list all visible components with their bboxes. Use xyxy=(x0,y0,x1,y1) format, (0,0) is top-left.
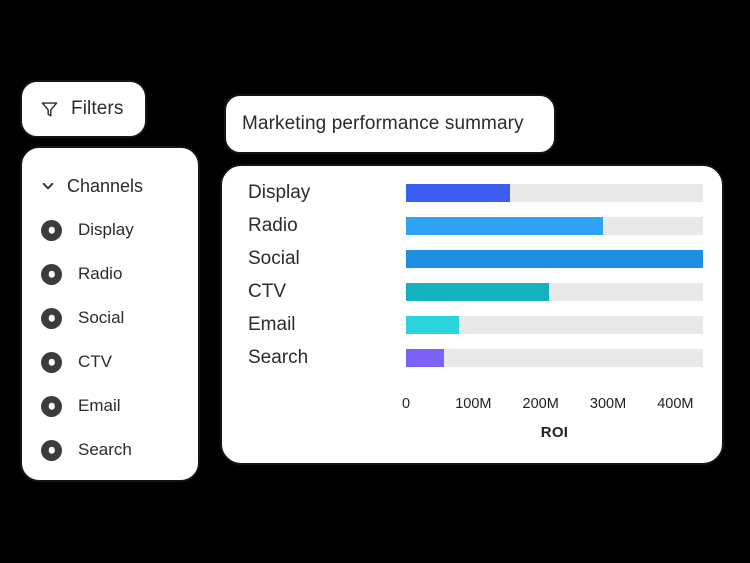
channels-panel: Channels Display Radio Social CTV Email Searc… xyxy=(20,146,200,482)
sidebar-item-display[interactable]: Display xyxy=(41,208,198,252)
bar-row: Social xyxy=(222,248,722,269)
radio-icon[interactable] xyxy=(41,263,62,285)
sidebar-item-label: Social xyxy=(78,308,125,327)
sidebar-item-social[interactable]: Social xyxy=(41,296,198,340)
bar-fill-display[interactable] xyxy=(406,184,511,202)
bar-category-label: CTV xyxy=(248,281,286,302)
x-axis-tick-label: 200M xyxy=(522,396,559,412)
channel-list: Display Radio Social CTV Email Search xyxy=(22,208,198,472)
x-axis-tick-label: 400M xyxy=(657,396,694,412)
x-axis-tick-label: 100M xyxy=(455,396,492,412)
x-axis-title: ROI xyxy=(540,424,569,441)
bar-track xyxy=(406,316,703,334)
sidebar-item-ctv[interactable]: CTV xyxy=(41,340,198,384)
bar-category-label: Display xyxy=(248,182,311,203)
bar-fill-ctv[interactable] xyxy=(406,283,549,301)
bar-row: Radio xyxy=(222,215,722,236)
panel-title-card: Marketing performance summary xyxy=(224,94,556,154)
bar-row: Search xyxy=(222,347,722,368)
sidebar-item-label: Email xyxy=(78,396,121,415)
bar-track xyxy=(406,217,703,235)
bar-row: Display xyxy=(222,182,722,203)
bar-track xyxy=(406,184,703,202)
bar-track xyxy=(406,349,703,367)
sidebar-item-label: Search xyxy=(78,440,132,459)
channels-section-title: Channels xyxy=(67,175,144,196)
radio-icon[interactable] xyxy=(41,395,62,417)
bar-row: Email xyxy=(222,314,722,335)
page-title: Marketing performance summary xyxy=(242,113,524,134)
chart-panel: Display Radio Social CTV Email Search 0 100M 20… xyxy=(220,164,724,465)
bar-fill-email[interactable] xyxy=(406,316,459,334)
radio-icon[interactable] xyxy=(41,307,62,329)
sidebar-item-label: Display xyxy=(78,220,134,239)
chevron-down-icon xyxy=(42,182,54,190)
bar-fill-radio[interactable] xyxy=(406,217,604,235)
radio-icon[interactable] xyxy=(41,439,62,461)
x-axis-tick-label: 300M xyxy=(589,396,627,412)
filters-button[interactable]: Filters xyxy=(20,80,147,138)
sidebar-item-radio[interactable]: Radio xyxy=(41,252,198,296)
bar-track xyxy=(406,283,703,301)
bar-fill-search[interactable] xyxy=(406,349,444,367)
bar-category-label: Email xyxy=(248,314,296,335)
sidebar-item-label: CTV xyxy=(78,352,112,371)
x-axis-ticks: 0 100M 200M 300M 400M xyxy=(402,396,703,414)
funnel-icon xyxy=(41,101,58,116)
radio-icon[interactable] xyxy=(41,351,62,373)
sidebar-item-label: Radio xyxy=(78,264,123,283)
sidebar-item-search[interactable]: Search xyxy=(41,428,198,472)
bar-row: CTV xyxy=(222,281,722,302)
radio-icon[interactable] xyxy=(41,219,62,241)
filters-label: Filters xyxy=(71,98,124,119)
x-axis-tick-label: 0 xyxy=(401,396,411,412)
bar-fill-social[interactable] xyxy=(406,250,703,268)
bar-chart: Display Radio Social CTV Email Search 0 100M 20… xyxy=(222,166,722,463)
bar-category-label: Social xyxy=(248,248,300,269)
channels-section-toggle[interactable]: Channels xyxy=(22,164,198,208)
bar-category-label: Search xyxy=(248,347,309,368)
bar-category-label: Radio xyxy=(248,215,298,236)
sidebar-item-email[interactable]: Email xyxy=(41,384,198,428)
bar-track xyxy=(406,250,703,268)
